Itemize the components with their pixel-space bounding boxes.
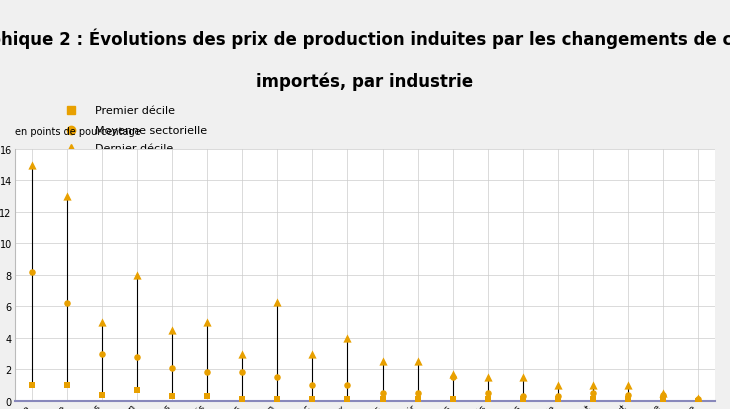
Point xyxy=(201,369,213,376)
Point xyxy=(96,391,108,398)
Point xyxy=(412,390,423,396)
Text: en points de pourcentage: en points de pourcentage xyxy=(15,127,140,137)
Point xyxy=(377,358,388,365)
Point xyxy=(272,299,283,305)
Point xyxy=(482,396,493,402)
Point xyxy=(692,396,704,402)
Point xyxy=(517,393,529,399)
Point xyxy=(447,371,458,378)
Point xyxy=(517,396,529,402)
Point xyxy=(272,374,283,380)
Point xyxy=(307,396,318,402)
Point xyxy=(166,364,178,371)
Point xyxy=(237,369,248,376)
Text: Moyenne sectorielle: Moyenne sectorielle xyxy=(95,125,207,135)
Point xyxy=(26,382,38,389)
Point xyxy=(552,393,564,399)
Point xyxy=(622,391,634,398)
Point xyxy=(482,390,493,396)
Point xyxy=(131,272,143,279)
Point xyxy=(166,393,178,399)
Point xyxy=(587,396,599,402)
Point xyxy=(201,319,213,326)
Point xyxy=(26,162,38,169)
Point xyxy=(657,391,669,398)
Point xyxy=(342,335,353,341)
Point xyxy=(552,382,564,389)
Point xyxy=(657,396,669,402)
Point xyxy=(96,351,108,357)
Point xyxy=(412,396,423,402)
Point xyxy=(622,396,634,402)
Point xyxy=(272,396,283,402)
Point xyxy=(377,390,388,396)
Text: Premier décile: Premier décile xyxy=(95,106,175,116)
Point xyxy=(237,351,248,357)
Point xyxy=(61,300,73,307)
Point xyxy=(237,396,248,402)
Point xyxy=(447,396,458,402)
Point xyxy=(307,382,318,389)
Point xyxy=(692,394,704,401)
Point xyxy=(131,353,143,360)
Point xyxy=(412,358,423,365)
Point xyxy=(657,390,669,396)
Point xyxy=(587,382,599,389)
Point xyxy=(307,351,318,357)
Point xyxy=(201,393,213,399)
Point xyxy=(131,387,143,393)
Text: importés, par industrie: importés, par industrie xyxy=(256,72,474,91)
Point xyxy=(517,374,529,380)
Point xyxy=(61,382,73,389)
Point xyxy=(377,396,388,402)
Text: Dernier décile: Dernier décile xyxy=(95,144,174,153)
Point xyxy=(482,374,493,380)
Text: Graphique 2 : Évolutions des prix de production induites par les changements de : Graphique 2 : Évolutions des prix de pro… xyxy=(0,28,730,49)
Point xyxy=(692,398,704,404)
Point xyxy=(96,319,108,326)
Point xyxy=(166,327,178,333)
Point xyxy=(26,269,38,275)
Point xyxy=(622,382,634,389)
Point xyxy=(552,396,564,402)
Point xyxy=(342,396,353,402)
Point xyxy=(447,374,458,380)
Point xyxy=(342,382,353,389)
Point xyxy=(587,390,599,396)
Point xyxy=(61,193,73,200)
